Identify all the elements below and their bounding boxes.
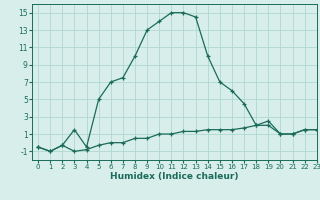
X-axis label: Humidex (Indice chaleur): Humidex (Indice chaleur) [110, 172, 239, 181]
